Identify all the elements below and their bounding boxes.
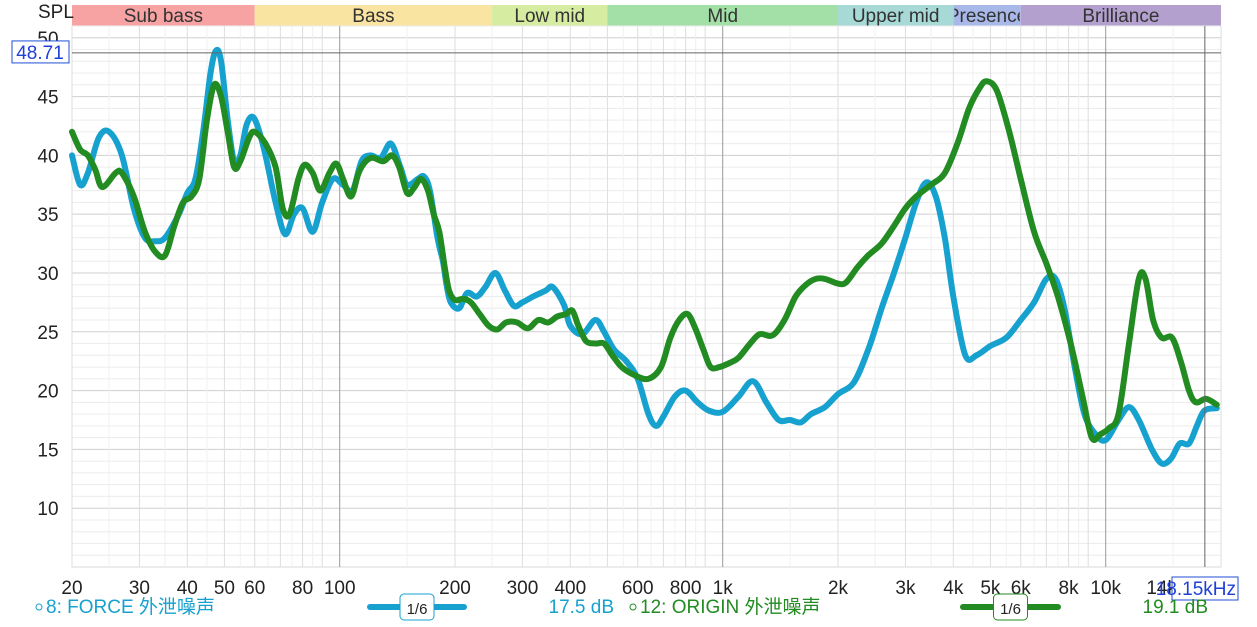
- x-tick-label: 600: [622, 578, 654, 599]
- x-tick-label: 300: [507, 578, 539, 599]
- x-tick-label: 1k: [713, 578, 734, 599]
- y-tick-label: 35: [37, 205, 58, 226]
- x-tick-label: 10k: [1090, 578, 1121, 599]
- cursor-y-readout-box[interactable]: [11, 40, 70, 64]
- band-upper-mid: [838, 5, 954, 26]
- band-label: Brilliance: [1082, 6, 1159, 27]
- x-tick-label: 3k: [895, 578, 916, 599]
- x-tick-label: 2k: [828, 578, 849, 599]
- x-tick-label: 80: [292, 578, 313, 599]
- legend-level-value: 19.1 dB: [1143, 597, 1209, 618]
- band-low-mid: [492, 5, 608, 26]
- band-bass: [254, 5, 493, 26]
- legend-smoothing-box[interactable]: [399, 593, 435, 621]
- y-tick-label: 25: [37, 323, 58, 344]
- x-tick-label: 100: [324, 578, 356, 599]
- y-tick-label: 10: [37, 499, 58, 520]
- x-tick-label: 800: [670, 578, 702, 599]
- band-label: Mid: [707, 6, 738, 27]
- y-tick-label: 40: [37, 146, 58, 167]
- legend-visibility-icon[interactable]: [629, 603, 637, 611]
- legend-smoothing-label: 1/6: [1000, 601, 1021, 618]
- band-label: Bass: [352, 6, 394, 27]
- y-tick-label: 30: [37, 264, 58, 285]
- x-tick-label: 200: [439, 578, 471, 599]
- y-tick-label: 20: [37, 382, 58, 403]
- y-axis-label: SPL: [38, 2, 74, 23]
- x-tick-label: 50: [214, 578, 235, 599]
- x-tick-label: 8k: [1059, 578, 1080, 599]
- x-tick-label: 60: [244, 578, 265, 599]
- x-tick-label: 400: [554, 578, 586, 599]
- band-label: Sub bass: [124, 6, 203, 27]
- legend-series-name[interactable]: 8: FORCE 外泄噪声: [46, 596, 215, 618]
- legend-smoothing-box[interactable]: [993, 593, 1028, 621]
- legend-visibility-icon[interactable]: [35, 603, 43, 611]
- x-tick-label: 40: [177, 578, 198, 599]
- band-brilliance: [1020, 5, 1221, 26]
- cursor-x-readout-box[interactable]: [1171, 576, 1239, 601]
- cursor-x-readout: 18.15kHz: [1156, 579, 1236, 600]
- legend-smoothing-label: 1/6: [407, 601, 428, 618]
- series-line-2[interactable]: [69, 78, 1220, 443]
- band-label: Presence: [947, 6, 1027, 27]
- band-sub-bass: [72, 5, 255, 26]
- y-tick-label: 45: [37, 88, 58, 109]
- cursor-y-readout: 48.71: [16, 43, 64, 64]
- x-tick-label: 4k: [943, 578, 964, 599]
- x-tick-label: 5k: [980, 578, 1001, 599]
- x-tick-label: 30: [129, 578, 150, 599]
- band-label: Upper mid: [852, 6, 940, 27]
- x-tick-label: 20: [61, 578, 82, 599]
- band-presence: [953, 5, 1021, 26]
- band-mid: [607, 5, 838, 26]
- legend-level-value: 17.5 dB: [549, 597, 615, 618]
- legend-series-name[interactable]: 12: ORIGIN 外泄噪声: [640, 596, 821, 618]
- y-tick-label: 15: [37, 440, 58, 461]
- x-tick-label: 14k: [1146, 578, 1177, 599]
- band-label: Low mid: [514, 6, 585, 27]
